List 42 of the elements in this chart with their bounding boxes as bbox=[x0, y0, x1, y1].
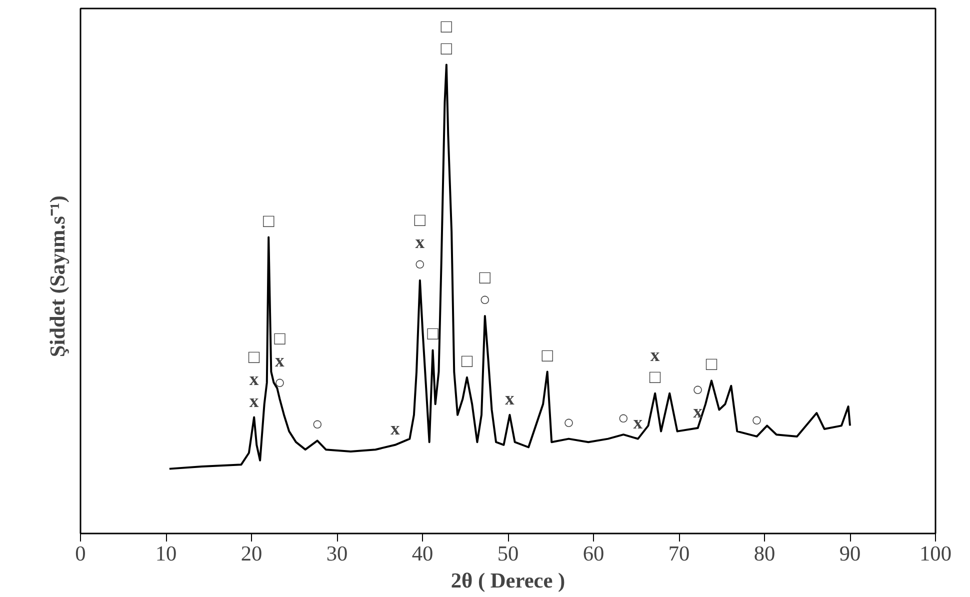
annotation: □ bbox=[440, 16, 453, 38]
x-tick-label: 0 bbox=[75, 542, 86, 566]
annotation: x bbox=[249, 368, 260, 390]
annotation: □ bbox=[440, 38, 453, 60]
x-tick-label: 60 bbox=[582, 542, 604, 566]
x-tick-label: 20 bbox=[240, 542, 262, 566]
annotation: x bbox=[275, 350, 286, 372]
annotation: □ bbox=[274, 328, 286, 350]
annotation: x bbox=[633, 412, 644, 434]
x-tick-label: 70 bbox=[668, 542, 690, 566]
annotation: □ bbox=[248, 346, 260, 368]
annotation: ○ bbox=[274, 372, 286, 394]
x-tick-label: 80 bbox=[754, 542, 776, 566]
annotation: □ bbox=[262, 210, 275, 232]
annotation: □ bbox=[649, 366, 662, 388]
annotation: □ bbox=[427, 324, 440, 345]
annotation: ○ bbox=[692, 380, 704, 401]
x-tick-label: 50 bbox=[497, 542, 519, 566]
annotation: x bbox=[650, 344, 660, 366]
annotation: ○ bbox=[312, 414, 323, 436]
annotation: □ bbox=[461, 350, 474, 372]
annotation: □ bbox=[414, 210, 426, 231]
annotation: x bbox=[693, 402, 704, 423]
x-tick-label: 100 bbox=[920, 542, 952, 566]
annotation: ○ bbox=[479, 290, 491, 310]
annotation: x bbox=[249, 390, 260, 412]
annotation: ○ bbox=[618, 408, 630, 430]
annotation: ○ bbox=[563, 412, 574, 434]
x-tick-label: 90 bbox=[839, 542, 861, 566]
annotation: □ bbox=[706, 354, 718, 376]
x-tick-label: 10 bbox=[155, 542, 177, 566]
x-axis-title: 2θ ( Derece ) bbox=[450, 568, 566, 592]
annotation: x bbox=[505, 388, 516, 410]
x-tick-label: 40 bbox=[412, 542, 434, 566]
y-axis-title: Şiddet (Sayım.s⁻¹) bbox=[46, 196, 70, 358]
annotation: ○ bbox=[414, 254, 426, 275]
annotation: □ bbox=[542, 345, 554, 366]
annotation: ○ bbox=[751, 410, 762, 431]
annotation: □ bbox=[479, 268, 492, 288]
annotation: x bbox=[390, 418, 400, 440]
x-tick-label: 30 bbox=[326, 542, 348, 566]
annotation: x bbox=[415, 232, 426, 253]
